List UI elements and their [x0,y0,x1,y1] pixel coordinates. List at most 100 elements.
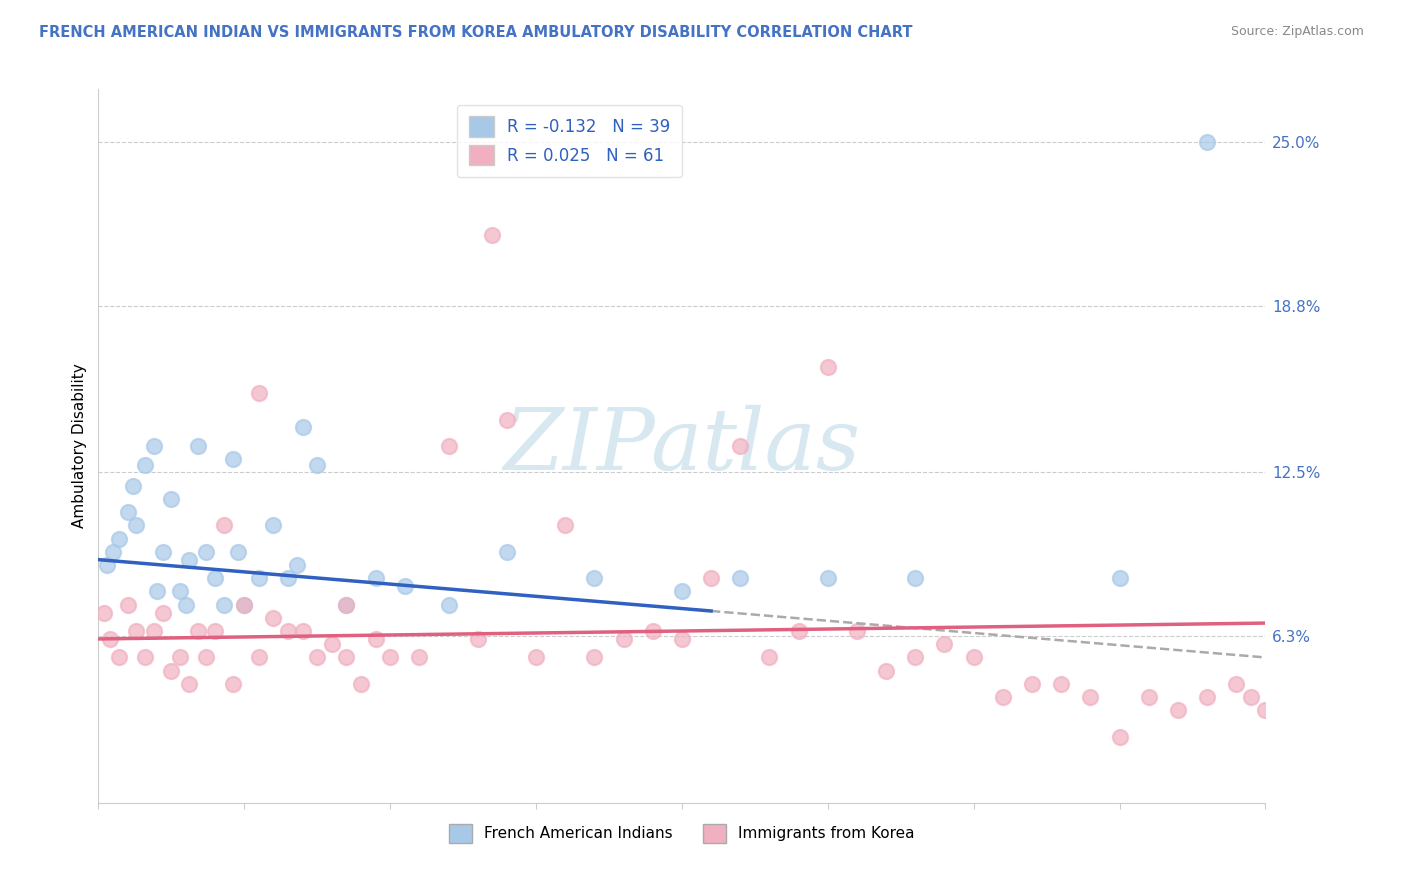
Point [233,598,256,612]
Point [934,637,956,651]
Point [134,650,156,665]
Point [187,439,209,453]
Point [350,677,373,691]
Point [285,558,308,572]
Point [247,650,270,665]
Point [335,650,357,665]
Point [700,571,723,585]
Y-axis label: Ambulatory Disability: Ambulatory Disability [72,364,87,528]
Point [991,690,1014,704]
Point [277,624,299,638]
Point [1137,690,1160,704]
Point [904,650,927,665]
Point [730,439,752,453]
Point [481,227,503,242]
Point [146,584,169,599]
Point [221,452,243,467]
Point [1108,571,1130,585]
Point [583,571,606,585]
Point [1240,690,1263,704]
Point [641,624,664,638]
Point [1197,690,1219,704]
Point [671,632,693,646]
Point [174,598,197,612]
Point [195,650,218,665]
Point [846,624,869,638]
Point [524,650,547,665]
Point [1108,730,1130,744]
Point [962,650,984,665]
Point [554,518,576,533]
Text: Source: ZipAtlas.com: Source: ZipAtlas.com [1230,25,1364,38]
Point [93,606,115,620]
Point [125,518,148,533]
Legend: French American Indians, Immigrants from Korea: French American Indians, Immigrants from… [443,818,921,848]
Point [380,650,402,665]
Point [408,650,430,665]
Point [204,624,226,638]
Point [247,386,270,401]
Text: ZIPatlas: ZIPatlas [503,405,860,487]
Point [101,545,124,559]
Point [247,571,270,585]
Point [212,598,235,612]
Point [1021,677,1043,691]
Point [437,598,460,612]
Point [291,420,314,434]
Point [335,598,357,612]
Point [195,545,218,559]
Point [758,650,780,665]
Point [1050,677,1073,691]
Point [221,677,243,691]
Point [212,518,235,533]
Point [187,624,209,638]
Point [277,571,299,585]
Point [364,571,387,585]
Point [160,491,183,506]
Point [152,545,174,559]
Point [817,359,839,374]
Point [228,545,250,559]
Point [307,650,329,665]
Point [117,598,139,612]
Point [730,571,752,585]
Point [122,478,145,492]
Point [787,624,810,638]
Point [142,624,165,638]
Point [177,677,200,691]
Point [364,632,387,646]
Point [875,664,897,678]
Point [671,584,693,599]
Point [96,558,118,572]
Point [204,571,226,585]
Point [904,571,927,585]
Point [117,505,139,519]
Point [98,632,121,646]
Point [394,579,416,593]
Point [335,598,357,612]
Point [437,439,460,453]
Point [152,606,174,620]
Point [108,650,131,665]
Point [1167,703,1189,717]
Point [125,624,148,638]
Point [169,584,191,599]
Point [160,664,183,678]
Point [583,650,606,665]
Point [263,518,285,533]
Point [233,598,256,612]
Point [169,650,191,665]
Point [496,545,519,559]
Point [263,611,285,625]
Point [467,632,489,646]
Point [321,637,343,651]
Text: FRENCH AMERICAN INDIAN VS IMMIGRANTS FROM KOREA AMBULATORY DISABILITY CORRELATIO: FRENCH AMERICAN INDIAN VS IMMIGRANTS FRO… [39,25,912,40]
Point [1254,703,1277,717]
Point [134,458,156,472]
Point [1080,690,1102,704]
Point [307,458,329,472]
Point [108,532,131,546]
Point [177,552,200,566]
Point [613,632,636,646]
Point [817,571,839,585]
